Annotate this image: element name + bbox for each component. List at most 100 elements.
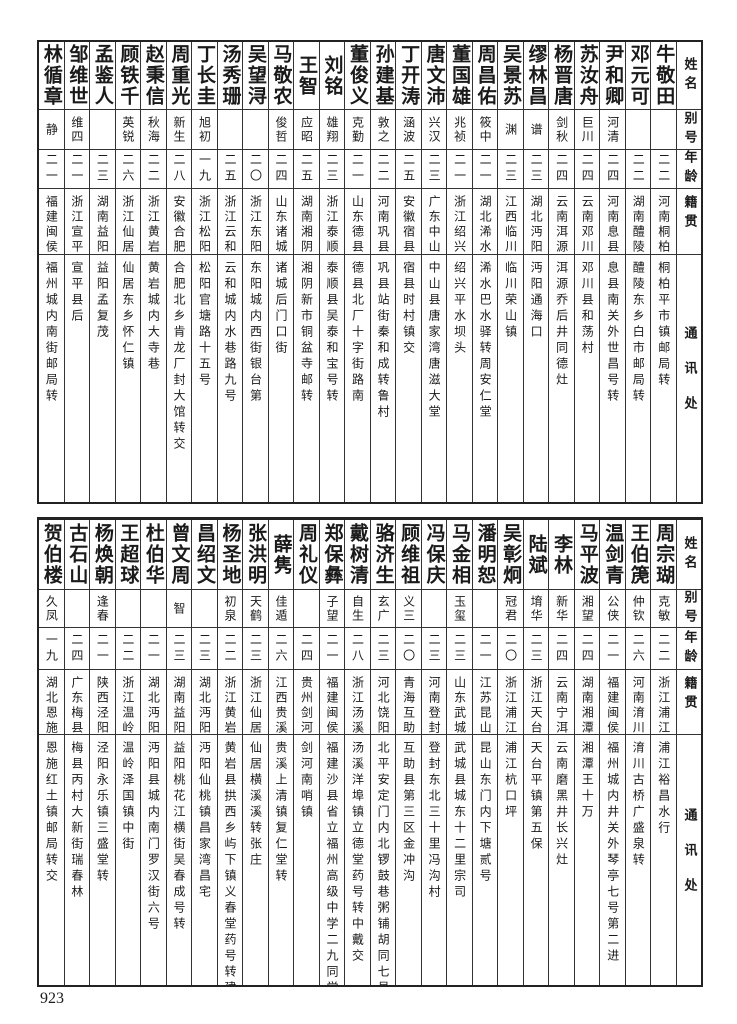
age-text: 二五 <box>299 153 314 185</box>
person-record: 牛敬田 二二 河南桐柏 桐柏平市镇邮局转 <box>650 42 676 502</box>
age-cell: 二四 <box>549 150 574 189</box>
address-text: 云南磨黑井长兴灶 <box>554 741 569 869</box>
person-record: 古石山 二四 广东梅县 梅县丙村大新街瑞春林 <box>63 520 90 985</box>
age-text: 二一 <box>95 632 110 665</box>
name-text: 杨焕朝 <box>91 523 114 586</box>
name-cell: 马敬农 <box>268 42 294 110</box>
address-text: 泰顺县吴泰和宝号转 <box>325 261 340 405</box>
age-cell: 二二 <box>651 628 676 670</box>
origin-cell: 湖北沔阳 <box>192 670 217 735</box>
address-text: 松阳官塘路十五号 <box>197 261 212 389</box>
alias-text: 天鹤 <box>248 594 263 623</box>
address-text: 浦江裕昌水行 <box>656 741 671 837</box>
person-record: 王伯箎 仲钦 二六 河南淯川 淯川古桥广盛泉转 <box>624 520 651 985</box>
origin-cell: 浙江温岭 <box>115 670 141 735</box>
name-text: 吴景苏 <box>500 44 523 107</box>
address-text: 洱源乔后井同德灶 <box>554 261 569 389</box>
header-age-text: 年龄 <box>681 629 697 668</box>
age-text: 二一 <box>605 632 620 665</box>
address-cell: 互助县第三区金冲沟 <box>396 735 421 985</box>
address-cell: 浦江杭口坪 <box>498 735 523 985</box>
name-text: 陆斌 <box>525 533 548 576</box>
name-cell: 顾铁千 <box>115 42 141 110</box>
age-cell: 二〇 <box>396 628 421 670</box>
alias-text: 义三 <box>401 594 416 623</box>
age-cell: 二三 <box>421 628 447 670</box>
name-text: 马平波 <box>576 523 599 586</box>
origin-cell: 湖北沔阳 <box>523 189 549 255</box>
origin-text: 陕西泾阳 <box>95 676 110 735</box>
address-cell: 黄岩城内大寺巷 <box>141 255 166 502</box>
address-cell: 宣平县后 <box>65 255 90 502</box>
person-record: 邓元可 二二 湖南醴陵 醴陵东乡白市邮局转 <box>624 42 651 502</box>
address-cell: 益阳桃花江横街吴春成号转 <box>167 735 192 985</box>
address-cell: 黄岩县拱西乡屿下镇义春堂药号转建山 <box>218 735 243 985</box>
address-cell: 云南磨黑井长兴灶 <box>549 735 574 985</box>
origin-cell: 湖南益阳 <box>166 670 192 735</box>
name-cell: 马金相 <box>447 520 472 590</box>
header-address-text: 通讯处 <box>681 326 697 431</box>
person-record: 林循章静二一 福建闽侯 福州城内南街邮局转 <box>39 42 64 502</box>
age-cell: 二一 <box>319 628 345 670</box>
address-text: 黄岩城内大寺巷 <box>146 261 161 373</box>
age-cell: 二〇 <box>243 150 268 189</box>
name-cell: 邹维世 <box>64 42 90 110</box>
alias-text: 久凤 <box>44 594 59 623</box>
name-cell: 丁长圭 <box>192 42 217 110</box>
origin-cell: 山东德县 <box>345 189 370 255</box>
address-cell: 邓川县和荡村 <box>575 255 600 502</box>
name-text: 骆济生 <box>372 523 395 586</box>
origin-text: 浙江仙居 <box>248 676 263 735</box>
alias-cell: 雄翔 <box>319 110 345 150</box>
age-cell: 二三 <box>370 628 396 670</box>
age-text: 二一 <box>325 632 340 665</box>
origin-cell: 浙江绍兴 <box>447 189 472 255</box>
address-text: 昆山东门内下塘贰号 <box>478 741 493 885</box>
origin-text: 浙江黄岩 <box>146 195 161 255</box>
alias-text: 静 <box>44 122 59 137</box>
person-record: 曾文周智二三 湖南益阳 益阳桃花江横街吴春成号转 <box>165 520 192 985</box>
person-record: 王智 应昭 二五 湖南湘阴 湘阴新市铜盆寺邮转 <box>293 42 319 502</box>
origin-cell: 江西贵溪 <box>268 670 294 735</box>
address-cell: 泰顺县吴泰和宝号转 <box>320 255 345 502</box>
header-alias-text: 别号 <box>681 110 697 149</box>
name-text: 苏汝舟 <box>576 44 599 107</box>
origin-cell: 湖南湘潭 <box>574 670 600 735</box>
alias-cell: 兆祯 <box>447 110 472 150</box>
address-text: 湘潭王十万 <box>580 741 595 821</box>
address-cell: 浠水巴水驿转周安仁堂 <box>473 255 498 502</box>
name-cell: 王超球 <box>115 520 141 590</box>
origin-cell: 云南洱源 <box>549 189 574 255</box>
name-cell: 苏汝舟 <box>574 42 600 110</box>
name-cell: 周礼仪 <box>294 520 319 590</box>
header-address-cell: 通讯处 <box>677 735 701 985</box>
person-record: 周昌佑 筱中 二一 湖北浠水 浠水巴水驿转周安仁堂 <box>471 42 498 502</box>
name-text: 丁开涛 <box>398 44 421 107</box>
origin-text: 浙江东阳 <box>248 195 263 255</box>
person-record: 王超球 二二 浙江温岭 温岭泽国镇中街 <box>114 520 141 985</box>
person-record: 张洪明 天鹤 二三 浙江仙居 仙居横溪溪转张庄 <box>242 520 268 985</box>
name-text: 董俊义 <box>347 44 370 107</box>
address-cell: 浦江裕昌水行 <box>651 735 676 985</box>
age-text: 二四 <box>274 153 288 185</box>
origin-text: 浙江泰顺 <box>325 195 340 255</box>
alias-cell: 英锐 <box>115 110 141 150</box>
address-text: 剑河南哨镇 <box>299 741 314 821</box>
origin-text: 浙江绍兴 <box>452 195 467 255</box>
age-text: 二二 <box>222 632 237 665</box>
person-record: 顾铁千 英锐 二六 浙江仙居 仙居东乡怀仁镇 <box>114 42 141 502</box>
age-text: 二二 <box>631 153 646 185</box>
age-text: 二三 <box>427 153 442 185</box>
name-cell: 张洪明 <box>243 520 268 590</box>
origin-text: 青海互助 <box>401 676 416 735</box>
person-record: 冯保庆 二三 河南登封 登封东北三十里冯沟村 <box>420 520 447 985</box>
name-text: 尹和卿 <box>602 44 625 107</box>
name-cell: 周重光 <box>166 42 192 110</box>
alias-cell: 俊哲 <box>268 110 294 150</box>
age-text: 二二 <box>120 632 135 665</box>
age-text: 二三 <box>248 632 263 665</box>
name-cell: 李林 <box>549 520 574 590</box>
name-text: 丁长圭 <box>193 44 216 107</box>
age-cell: 二三 <box>523 150 549 189</box>
alias-text: 公侠 <box>605 594 620 623</box>
